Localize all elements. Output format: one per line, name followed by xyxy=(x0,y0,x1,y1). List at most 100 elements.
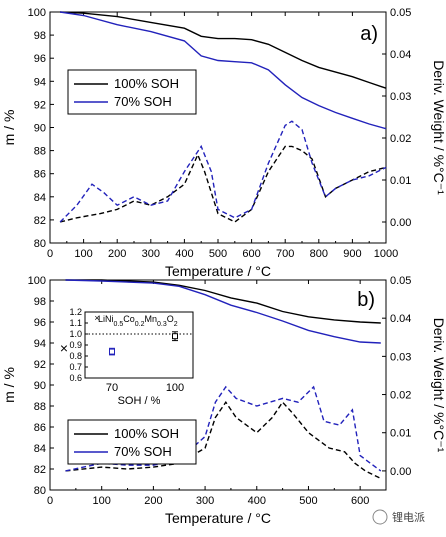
mass-line-70 xyxy=(59,11,387,130)
y2-tick-label: 0.00 xyxy=(390,217,411,229)
y-tick-label: 84 xyxy=(34,192,46,204)
inset-title-part: Ni xyxy=(105,314,114,324)
y-tick-label: 82 xyxy=(34,464,46,476)
x-tick-label: 400 xyxy=(175,248,193,260)
y-axis-label: m / % xyxy=(1,367,17,403)
y2-tick-label: 0.04 xyxy=(390,49,411,61)
x-tick-label: 100 xyxy=(74,248,92,260)
y-axis-label: m / % xyxy=(1,110,17,146)
inset-title-part: Mn xyxy=(145,314,158,324)
y2-tick-label: 0.00 xyxy=(390,466,411,478)
y-tick-label: 100 xyxy=(28,7,46,19)
x-tick-label: 0 xyxy=(47,248,53,260)
x-tick-label: 400 xyxy=(248,495,266,507)
x-tick-label: 600 xyxy=(242,248,260,260)
deriv-line-70 xyxy=(65,385,382,472)
x-tick-label: 100 xyxy=(93,495,111,507)
mass-line-100 xyxy=(65,279,381,324)
legend-box xyxy=(67,419,197,465)
x-tick-label: 600 xyxy=(351,495,369,507)
panel-b: 0 100 200 300 400 500 600 80 82 84 86 88 90 92 94 96 98 1… xyxy=(1,275,446,526)
x-tick-label: 900 xyxy=(343,248,361,260)
inset-title-part: 0.5 xyxy=(114,321,124,328)
y2-axis-label: Deriv. Weight / %°C⁻¹ xyxy=(431,318,446,453)
inset-title-part: O xyxy=(167,314,174,324)
legend-label: 70% SOH xyxy=(114,444,172,459)
y-tick-label: 98 xyxy=(34,296,46,308)
y-tick-label: 98 xyxy=(34,30,46,42)
x-axis-label: Temperature / °C xyxy=(165,263,271,279)
x-tick-label: 700 xyxy=(276,248,294,260)
y-tick-label: 96 xyxy=(34,317,46,329)
y-tick-label: 88 xyxy=(34,401,46,413)
inset-x-tick-label: 70 xyxy=(106,382,118,394)
inset-y-tick-label: 1.0 xyxy=(69,329,82,339)
inset-y-tick-label: 0.6 xyxy=(69,373,82,383)
y-tick-label: 90 xyxy=(34,380,46,392)
y2-tick-label: 0.02 xyxy=(390,390,411,402)
deriv-line-100 xyxy=(65,400,382,480)
legend-label: 70% SOH xyxy=(114,94,172,109)
inset-y-tick-label: 0.7 xyxy=(69,362,82,372)
y-tick-label: 84 xyxy=(34,443,46,455)
y2-tick-label: 0.05 xyxy=(390,7,411,19)
x-tick-label: 0 xyxy=(47,495,53,507)
mass-line-70 xyxy=(65,279,381,344)
deriv-line-100 xyxy=(59,145,387,223)
x-tick-label: 800 xyxy=(310,248,328,260)
x-tick-label: 200 xyxy=(144,495,162,507)
y-tick-label: 86 xyxy=(34,169,46,181)
x-tick-label: 500 xyxy=(209,248,227,260)
inset-side-marker: × xyxy=(60,340,68,356)
inset-title: LiNi0.5Co0.2Mn0.3O2 xyxy=(98,314,178,328)
inset-point xyxy=(109,348,115,355)
inset-y-tick-label: 0.8 xyxy=(69,351,82,361)
inset-frame xyxy=(84,311,194,379)
inset-point xyxy=(172,333,178,340)
mass-line-100 xyxy=(60,11,387,89)
y-tick-label: 94 xyxy=(34,338,46,350)
inset-title-part: 0.2 xyxy=(135,321,145,328)
inset-title-marker: × xyxy=(94,313,99,323)
y2-tick-label: 0.03 xyxy=(390,351,411,363)
watermark-logo xyxy=(372,509,388,525)
y2-tick-label: 0.03 xyxy=(390,91,411,103)
y2-tick-label: 0.01 xyxy=(390,428,411,440)
legend-box xyxy=(67,69,197,115)
y-tick-label: 80 xyxy=(34,238,46,250)
y-tick-label: 88 xyxy=(34,146,46,158)
inset-x-label: SOH / % xyxy=(118,395,161,407)
y2-axis-label: Deriv. Weight / %°C⁻¹ xyxy=(431,60,446,195)
y2-tick-label: 0.02 xyxy=(390,133,411,145)
deriv-line-70 xyxy=(59,120,387,223)
inset-chart: LiNi0.5Co0.2Mn0.3O2 0.60.70.80.91.01.11.2… xyxy=(69,307,194,407)
y2-tick-label: 0.05 xyxy=(390,275,411,287)
inset-y-tick-label: 0.9 xyxy=(69,340,82,350)
y-tick-label: 82 xyxy=(34,215,46,227)
legend-label: 100% SOH xyxy=(114,426,179,441)
y-tick-label: 90 xyxy=(34,123,46,135)
panel-label: b) xyxy=(357,289,375,311)
x-tick-label: 500 xyxy=(299,495,317,507)
y-tick-label: 96 xyxy=(34,53,46,65)
y-tick-label: 94 xyxy=(34,76,46,88)
y2-tick-label: 0.04 xyxy=(390,313,411,325)
x-tick-label: 1000 xyxy=(374,248,398,260)
watermark-text: 锂电派 xyxy=(392,510,425,524)
panel-a: 0 100 200 300 400 500 600 700 800 900 1000 80 82 84 86… xyxy=(1,7,446,279)
y-tick-label: 92 xyxy=(34,99,46,111)
x-tick-label: 300 xyxy=(196,495,214,507)
x-tick-label: 200 xyxy=(108,248,126,260)
inset-x-tick-label: 100 xyxy=(166,382,184,394)
inset-y-tick-label: 1.1 xyxy=(69,318,82,328)
y-tick-label: 86 xyxy=(34,422,46,434)
y-tick-label: 100 xyxy=(28,275,46,287)
legend-label: 100% SOH xyxy=(114,76,179,91)
inset-title-part: Li xyxy=(98,314,105,324)
inset-title-part: 0.3 xyxy=(157,321,167,328)
inset-title-part: Co xyxy=(123,314,135,324)
y-tick-label: 80 xyxy=(34,485,46,497)
x-tick-label: 300 xyxy=(142,248,160,260)
watermark: 锂电派 xyxy=(372,509,425,525)
